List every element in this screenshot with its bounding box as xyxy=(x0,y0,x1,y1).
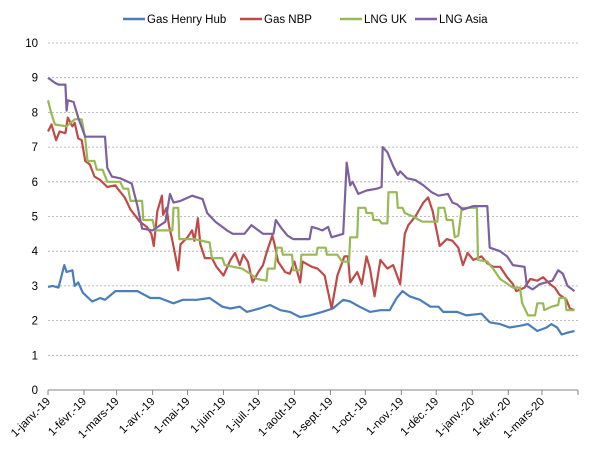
y-tick-label: 8 xyxy=(32,107,38,119)
y-tick-label: 9 xyxy=(32,73,38,85)
y-tick-label: 1 xyxy=(32,350,38,362)
x-tick-label: 1-mai-19 xyxy=(152,396,193,437)
y-tick-label: 10 xyxy=(25,38,38,50)
legend-label: Gas Henry Hub xyxy=(147,14,226,26)
series-line-lng-uk xyxy=(46,100,575,317)
x-tick-label: 1-avr.-19 xyxy=(117,396,158,437)
legend-item: Gas Henry Hub xyxy=(123,14,226,26)
x-tick-label: 1-janv.-19 xyxy=(9,396,53,440)
series-lines xyxy=(46,76,576,336)
x-axis: 1-janv.-191-févr.-191-mars-191-avr.-191-… xyxy=(9,389,579,441)
y-tick-label: 4 xyxy=(32,246,39,258)
x-tick-label: 1-janv.-20 xyxy=(433,396,477,440)
y-tick-label: 0 xyxy=(32,385,38,397)
legend-item: LNG Asia xyxy=(415,14,488,26)
series-line-gas-henry-hub xyxy=(47,264,575,336)
legend: Gas Henry Hub Gas NBP LNG UK LNG Asia xyxy=(123,14,488,26)
series-line-lng-asia xyxy=(47,76,576,292)
y-axis: 0 1 2 3 4 5 6 7 8 9 10 xyxy=(25,38,38,397)
y-tick-label: 3 xyxy=(32,281,38,293)
x-tick-label: 1-juin-19 xyxy=(188,396,228,436)
series-line-gas-nbp xyxy=(47,116,575,312)
y-tick-label: 7 xyxy=(32,142,38,154)
y-tick-label: 5 xyxy=(32,212,38,224)
y-tick-label: 2 xyxy=(32,316,38,328)
legend-item: Gas NBP xyxy=(240,14,312,26)
gridlines xyxy=(48,42,578,356)
legend-label: Gas NBP xyxy=(264,14,312,26)
legend-label: LNG Asia xyxy=(439,14,488,26)
legend-label: LNG UK xyxy=(364,14,407,26)
y-tick-label: 6 xyxy=(32,177,38,189)
legend-item: LNG UK xyxy=(340,14,407,26)
